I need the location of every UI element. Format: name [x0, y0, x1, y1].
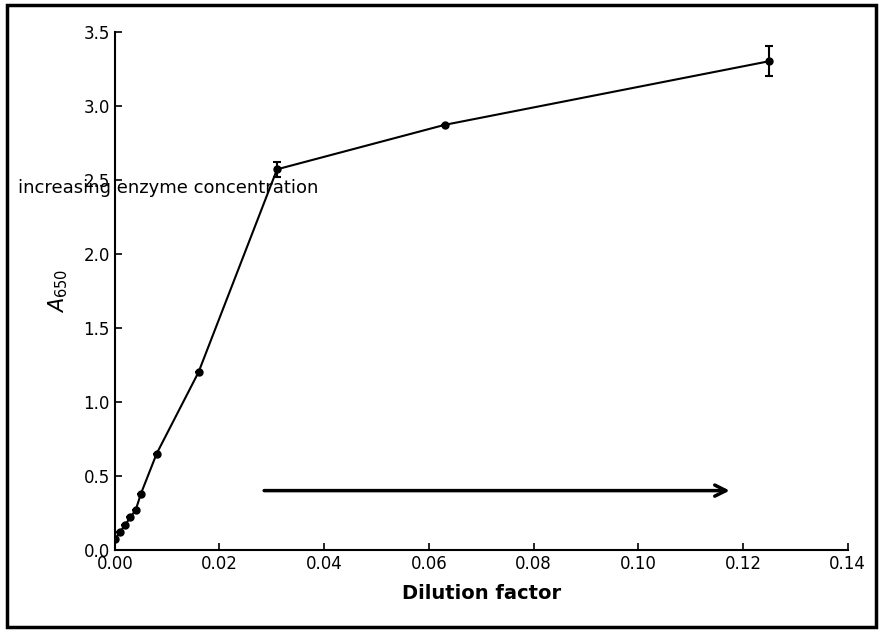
Y-axis label: $A_{650}$: $A_{650}$ [46, 269, 70, 313]
X-axis label: Dilution factor: Dilution factor [402, 584, 561, 603]
Text: increasing enzyme concentration: increasing enzyme concentration [19, 179, 319, 197]
